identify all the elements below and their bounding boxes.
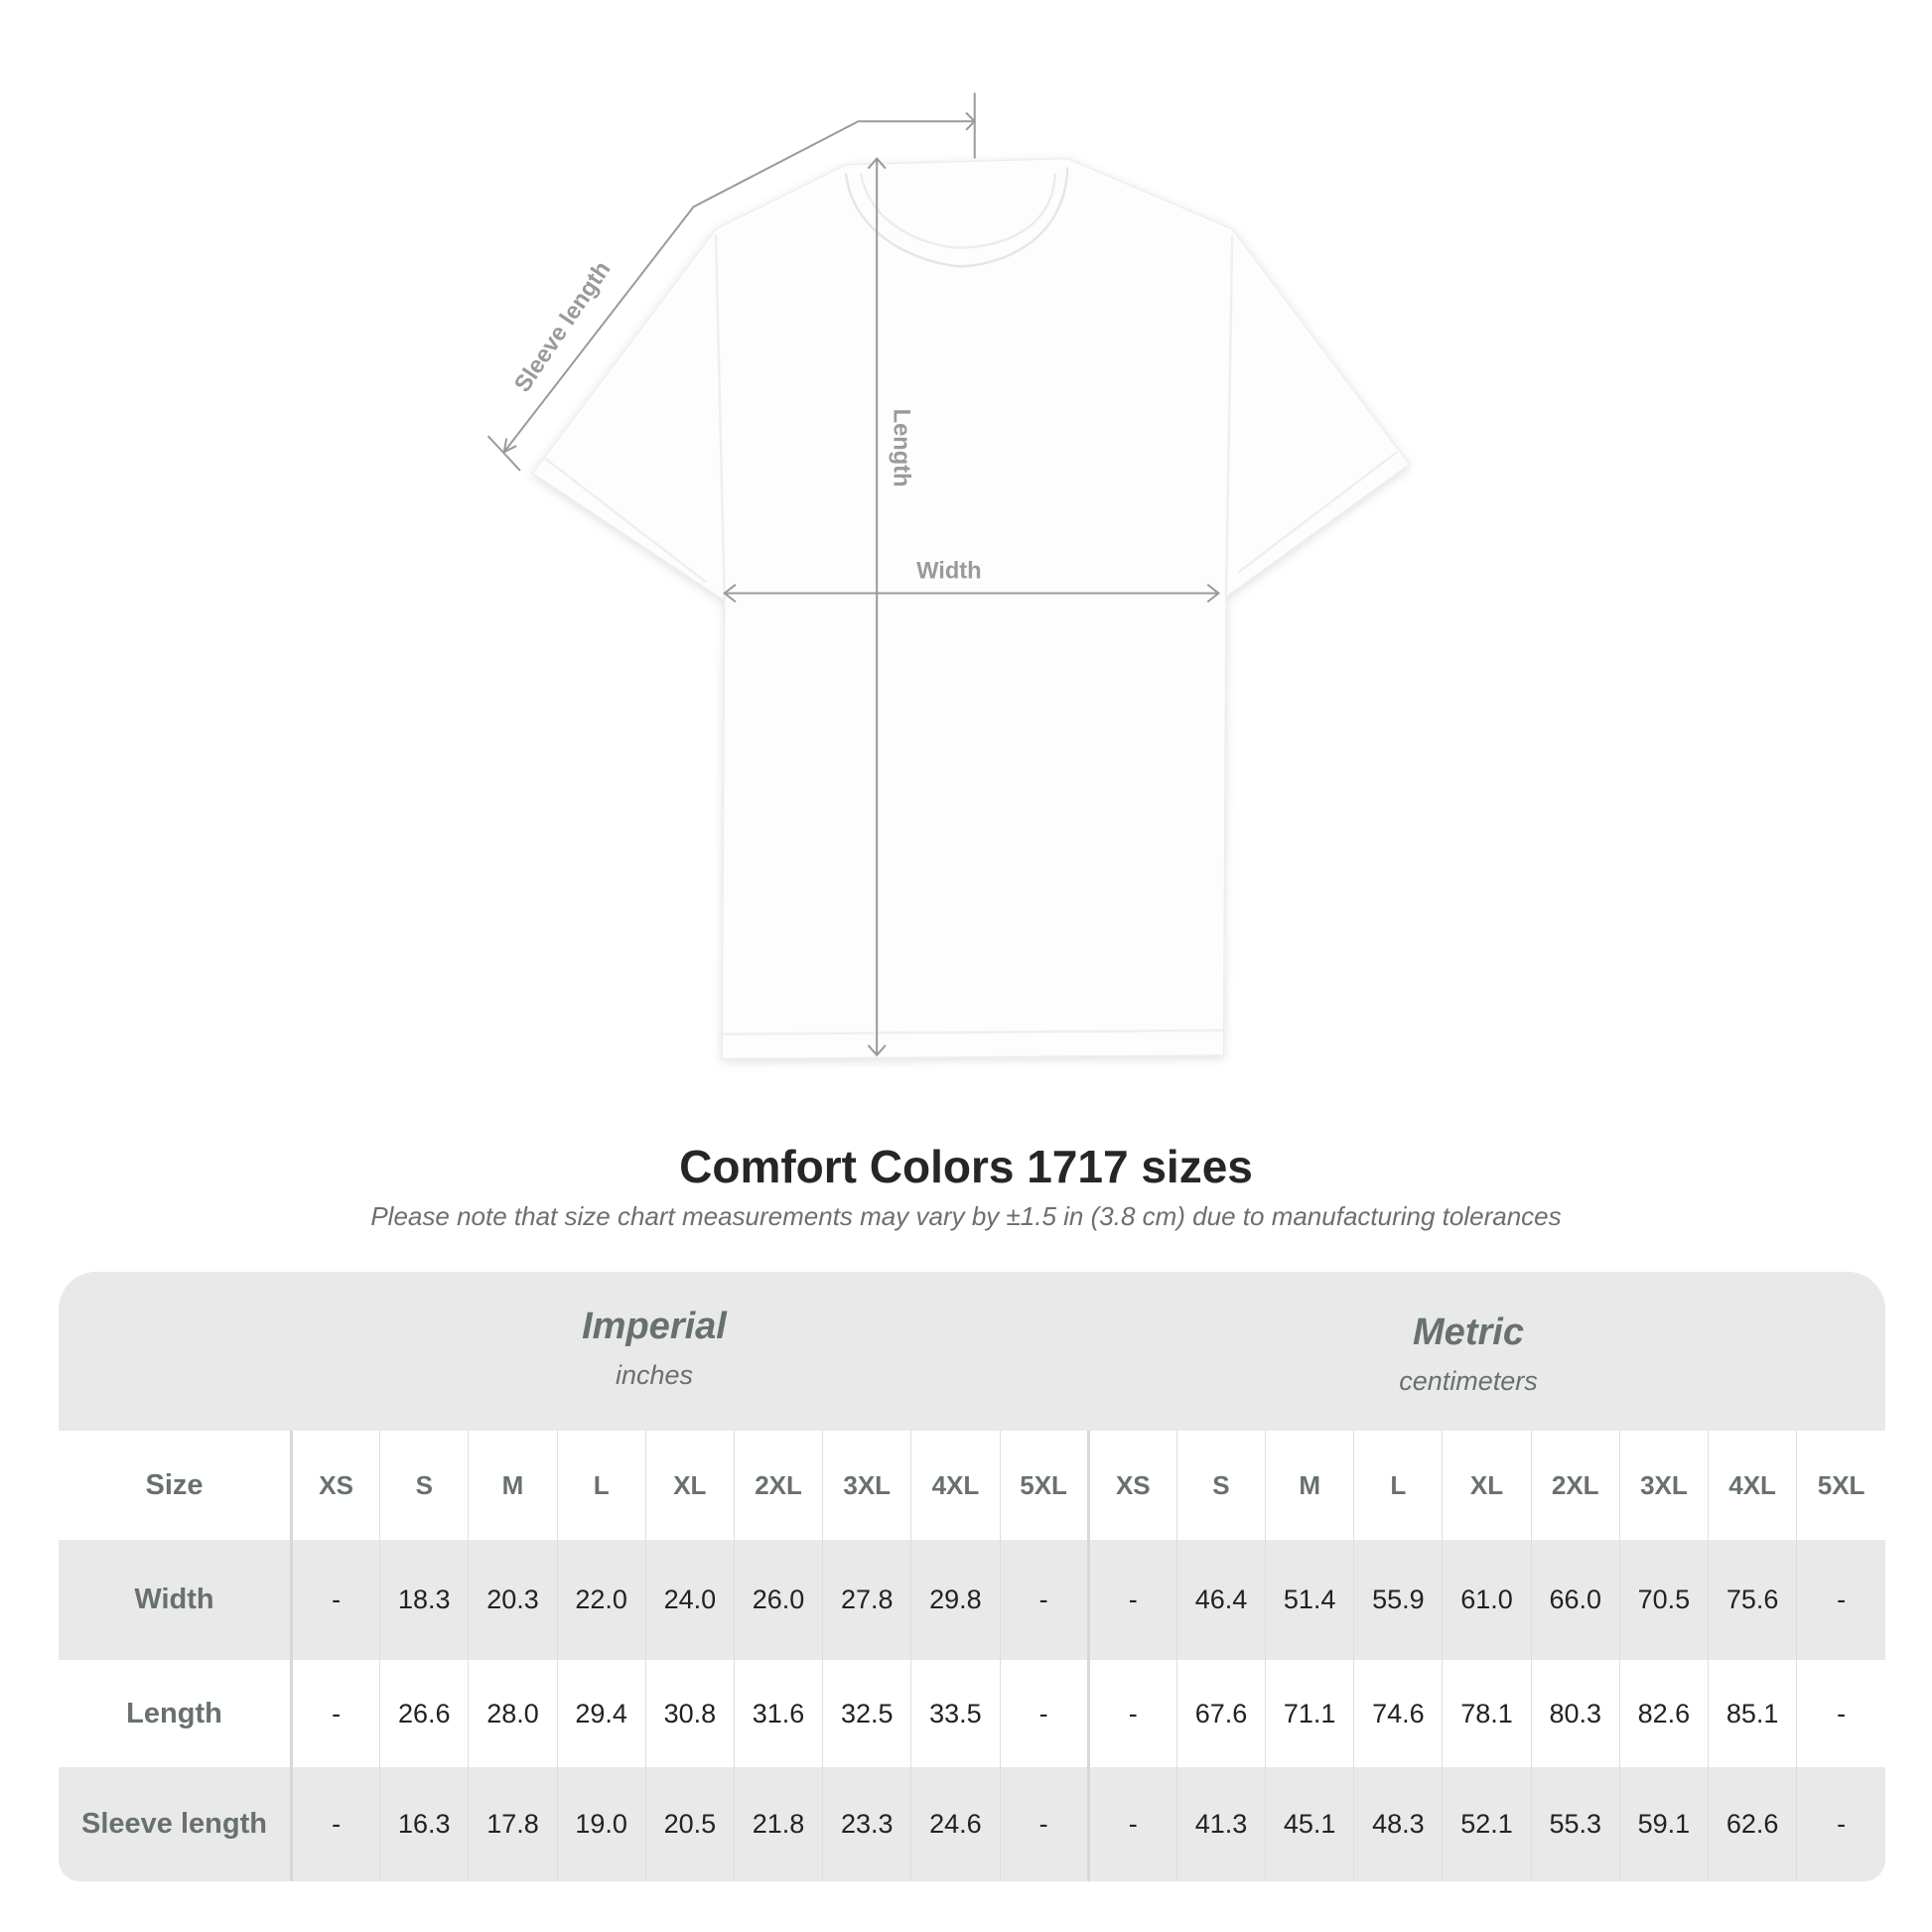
metric-value-cell: 48.3 [1353, 1767, 1443, 1881]
metric-size-l: L [1353, 1431, 1443, 1540]
imperial-size-5xl: 5XL [999, 1431, 1089, 1540]
imperial-unit: inches [615, 1360, 694, 1390]
metric-value-cell: 80.3 [1530, 1660, 1620, 1767]
width-label: Width [916, 559, 982, 585]
metric-value-cell: - [1086, 1540, 1177, 1660]
metric-value-cell: 74.6 [1353, 1660, 1443, 1767]
metric-size-xs: XS [1086, 1431, 1177, 1540]
metric-value-cell: 52.1 [1442, 1767, 1532, 1881]
metric-size-s: S [1175, 1431, 1266, 1540]
imperial-value-cell: 30.8 [644, 1660, 735, 1767]
size-header-label: Size [59, 1431, 293, 1540]
imperial-value-cell: - [999, 1540, 1089, 1660]
page-title: Comfort Colors 1717 sizes [679, 1141, 1253, 1192]
imperial-value-cell: 20.5 [644, 1767, 735, 1881]
imperial-value-cell: 18.3 [379, 1540, 469, 1660]
width-line [723, 584, 1221, 604]
imperial-value-cell: - [999, 1660, 1089, 1767]
imperial-value-cell: 24.0 [644, 1540, 735, 1660]
metric-value-cell: 75.6 [1707, 1540, 1797, 1660]
metric-value-cell: 55.3 [1530, 1767, 1620, 1881]
tshirt-illustration [531, 158, 1411, 1060]
metric-size-m: M [1265, 1431, 1354, 1540]
metric-value-cell: 85.1 [1707, 1660, 1797, 1767]
imperial-value-cell: 29.4 [556, 1660, 646, 1767]
imperial-size-2xl: 2XL [733, 1431, 823, 1540]
imperial-size-s: S [379, 1431, 469, 1540]
imperial-header: Imperial inches [406, 1306, 902, 1391]
imperial-value-cell: 32.5 [822, 1660, 911, 1767]
row-label: Sleeve length [59, 1767, 293, 1881]
metric-value-cell: 51.4 [1265, 1540, 1354, 1660]
imperial-value-cell: 31.6 [733, 1660, 823, 1767]
measurement-lines [486, 92, 1221, 1057]
metric-value-cell: 70.5 [1618, 1540, 1709, 1660]
size-chart-table: Imperial inches Metric centimeters Size X… [59, 1272, 1885, 1881]
imperial-size-3xl: 3XL [822, 1431, 911, 1540]
metric-size-4xl: 4XL [1707, 1431, 1797, 1540]
table-row-length: Length -26.6 28.0 29.4 30.8 31.6 32.5 33.5- -67.… [59, 1660, 1885, 1767]
metric-value-cell: 71.1 [1265, 1660, 1354, 1767]
metric-value-cell: 82.6 [1618, 1660, 1709, 1767]
imperial-value-cell: 26.0 [733, 1540, 823, 1660]
length-line [867, 157, 887, 1057]
size-header-row: Size XS S M L XL 2XL 3XL 4XL 5XL XS S M L XL 2XL 3XL 4XL 5… [59, 1431, 1885, 1540]
metric-value-cell: - [1796, 1540, 1885, 1660]
imperial-value-cell: - [999, 1767, 1089, 1881]
imperial-value-cell: 27.8 [822, 1540, 911, 1660]
imperial-value-cell: 26.6 [379, 1660, 469, 1767]
imperial-value-cell: - [290, 1540, 380, 1660]
imperial-value-cell: 22.0 [556, 1540, 646, 1660]
metric-value-cell: 59.1 [1618, 1767, 1709, 1881]
metric-value-cell: 78.1 [1442, 1660, 1532, 1767]
imperial-value-cell: 20.3 [468, 1540, 558, 1660]
metric-value-cell: 46.4 [1175, 1540, 1266, 1660]
metric-size-xl: XL [1442, 1431, 1532, 1540]
metric-value-cell: 66.0 [1530, 1540, 1620, 1660]
sleeve-length-line [486, 92, 977, 472]
imperial-value-cell: 17.8 [468, 1767, 558, 1881]
metric-value-cell: - [1086, 1767, 1177, 1881]
metric-value-cell: - [1086, 1660, 1177, 1767]
metric-value-cell: 55.9 [1353, 1540, 1443, 1660]
row-label: Width [59, 1540, 293, 1660]
row-label: Length [59, 1660, 293, 1767]
imperial-value-cell: 16.3 [379, 1767, 469, 1881]
imperial-value-cell: - [290, 1660, 380, 1767]
metric-size-5xl: 5XL [1796, 1431, 1885, 1540]
metric-value-cell: 45.1 [1265, 1767, 1354, 1881]
imperial-value-cell: 33.5 [910, 1660, 1000, 1767]
length-label: Length [889, 409, 914, 487]
imperial-title: Imperial [582, 1306, 727, 1347]
metric-title: Metric [1413, 1311, 1524, 1353]
metric-value-cell: 61.0 [1442, 1540, 1532, 1660]
tolerance-note: Please note that size chart measurements… [370, 1201, 1562, 1231]
table-row-width: Width -18.3 20.3 22.0 24.0 26.0 27.8 29.8- -46.4… [59, 1540, 1885, 1660]
metric-value-cell: - [1796, 1660, 1885, 1767]
imperial-size-xs: XS [290, 1431, 380, 1540]
metric-size-2xl: 2XL [1530, 1431, 1620, 1540]
imperial-value-cell: 23.3 [822, 1767, 911, 1881]
metric-header: Metric centimeters [1230, 1311, 1707, 1397]
metric-value-cell: 41.3 [1175, 1767, 1266, 1881]
metric-value-cell: - [1796, 1767, 1885, 1881]
size-table: Size XS S M L XL 2XL 3XL 4XL 5XL XS S M L XL 2XL 3XL 4XL 5… [59, 1431, 1885, 1881]
table-row-sleeve-length: Sleeve length -16.3 17.8 19.0 20.5 21.8 23.3 24… [59, 1767, 1885, 1881]
imperial-size-xl: XL [644, 1431, 735, 1540]
metric-value-cell: 67.6 [1175, 1660, 1266, 1767]
metric-value-cell: 62.6 [1707, 1767, 1797, 1881]
metric-unit: centimeters [1399, 1366, 1538, 1396]
imperial-value-cell: 19.0 [556, 1767, 646, 1881]
imperial-value-cell: 21.8 [733, 1767, 823, 1881]
metric-size-3xl: 3XL [1618, 1431, 1709, 1540]
imperial-value-cell: 24.6 [910, 1767, 1000, 1881]
imperial-size-l: L [556, 1431, 646, 1540]
imperial-size-m: M [468, 1431, 558, 1540]
imperial-value-cell: 28.0 [468, 1660, 558, 1767]
imperial-value-cell: - [290, 1767, 380, 1881]
imperial-size-4xl: 4XL [910, 1431, 1000, 1540]
imperial-value-cell: 29.8 [910, 1540, 1000, 1660]
